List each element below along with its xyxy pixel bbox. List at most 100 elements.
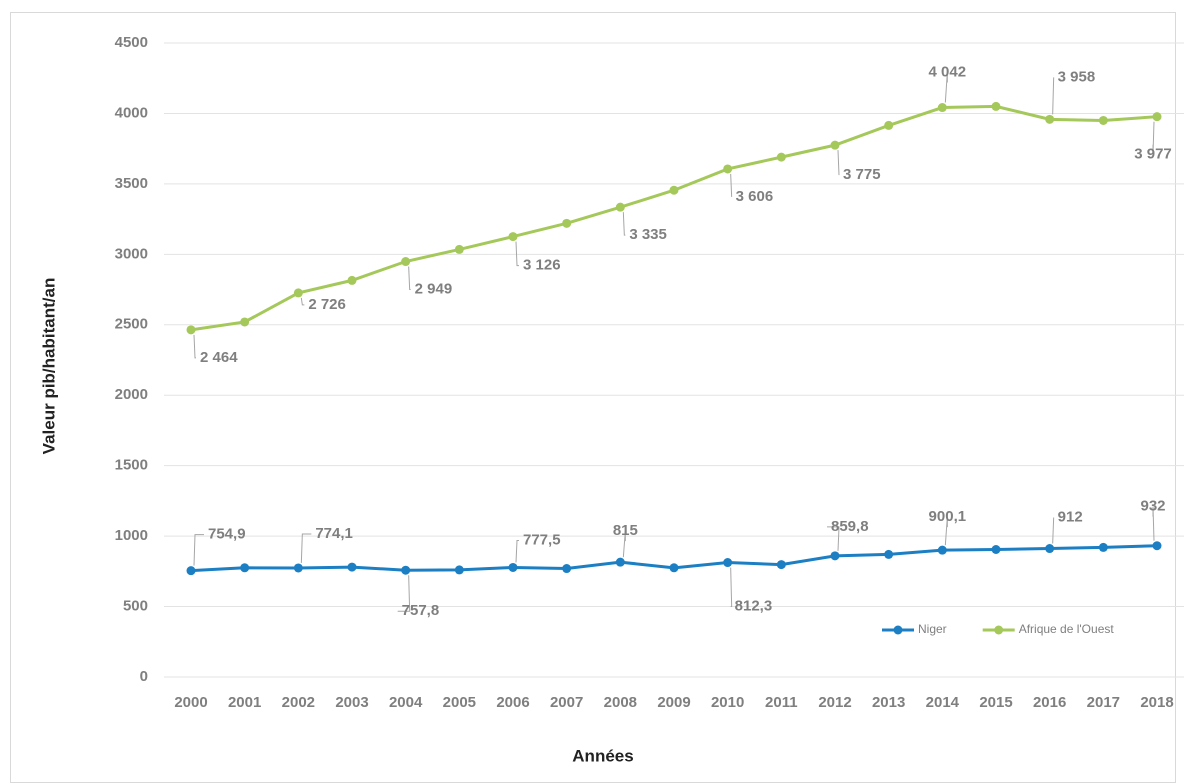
data-point [347, 562, 357, 572]
legend-marker [994, 625, 1004, 635]
x-tick-label: 2010 [711, 694, 744, 711]
leader-line [730, 567, 733, 608]
data-point [830, 551, 840, 561]
data-point [991, 544, 1001, 554]
y-tick-label: 3000 [115, 245, 148, 262]
leader-line [193, 534, 204, 566]
leader-line [1052, 517, 1055, 544]
data-point [884, 549, 894, 559]
data-label: 757,8 [402, 602, 440, 619]
data-point [293, 563, 303, 573]
y-tick-label: 0 [140, 668, 148, 685]
y-tick-label: 1500 [115, 457, 148, 474]
chart-frame [10, 12, 1176, 783]
data-point [776, 560, 786, 570]
data-label: 912 [1058, 508, 1083, 525]
leader-line [622, 212, 626, 236]
data-label: 754,9 [208, 526, 246, 543]
data-point [1098, 542, 1108, 552]
data-point [723, 558, 733, 568]
data-point [347, 275, 357, 285]
data-label: 3 977 [1134, 146, 1172, 163]
x-tick-label: 2012 [818, 694, 851, 711]
x-tick-label: 2014 [926, 694, 960, 711]
data-point [186, 325, 196, 335]
data-point [186, 566, 196, 576]
x-tick-label: 2009 [657, 694, 690, 711]
leader-line [397, 575, 411, 612]
leader-line [300, 297, 305, 306]
data-point [240, 317, 250, 327]
legend-label: Afrique de l'Ouest [1019, 622, 1115, 636]
data-point [776, 152, 786, 162]
leader-line [827, 526, 840, 551]
data-point [669, 563, 679, 573]
data-point [1045, 114, 1055, 124]
data-label: 932 [1140, 498, 1165, 515]
data-point [1098, 115, 1108, 125]
x-tick-label: 2017 [1087, 694, 1120, 711]
data-label: 900,1 [929, 508, 967, 525]
leader-line [300, 533, 312, 563]
data-point [401, 257, 411, 267]
leader-line [622, 531, 626, 558]
data-label: 3 335 [629, 226, 667, 243]
data-point [454, 565, 464, 575]
y-tick-label: 1000 [115, 527, 148, 544]
y-tick-label: 2000 [115, 386, 148, 403]
data-point [508, 232, 518, 242]
legend-label: Niger [918, 622, 947, 636]
x-tick-label: 2005 [443, 694, 476, 711]
x-tick-label: 2000 [174, 694, 207, 711]
leader-line [408, 266, 411, 291]
y-tick-label: 4000 [115, 104, 148, 121]
data-label: 3 775 [843, 166, 881, 183]
leader-line [730, 173, 733, 197]
data-point [454, 244, 464, 254]
x-tick-label: 2011 [765, 694, 798, 711]
x-tick-label: 2018 [1140, 694, 1173, 711]
leader-line [515, 241, 519, 267]
y-tick-label: 500 [123, 598, 148, 615]
x-axis-title: Années [572, 746, 633, 765]
data-point [401, 565, 411, 575]
data-point [562, 564, 572, 574]
x-tick-label: 2008 [604, 694, 637, 711]
leader-line [193, 334, 196, 359]
data-label: 777,5 [523, 531, 561, 548]
data-point [615, 202, 625, 212]
y-tick-label: 4500 [115, 34, 148, 51]
x-tick-label: 2006 [496, 694, 529, 711]
data-point [669, 185, 679, 195]
data-point [937, 103, 947, 113]
y-axis-title: Valeur pib/habitant/an [39, 278, 58, 455]
x-tick-label: 2002 [282, 694, 315, 711]
data-label: 859,8 [831, 518, 869, 535]
data-point [240, 563, 250, 573]
data-point [562, 218, 572, 228]
x-tick-label: 2013 [872, 694, 905, 711]
legend-marker [893, 625, 903, 635]
data-label: 2 949 [415, 280, 453, 297]
leader-line [837, 150, 840, 176]
data-point [991, 101, 1001, 111]
data-label: 3 606 [736, 188, 774, 205]
data-point [1045, 544, 1055, 554]
x-tick-label: 2003 [335, 694, 368, 711]
data-point [1152, 541, 1162, 551]
data-point [615, 557, 625, 567]
x-tick-label: 2007 [550, 694, 583, 711]
leader-line [515, 539, 519, 563]
data-point [937, 545, 947, 555]
data-point [1152, 112, 1162, 122]
leader-line [944, 517, 948, 546]
data-label: 4 042 [929, 63, 967, 80]
data-label: 2 464 [200, 349, 238, 366]
leader-line [1152, 506, 1155, 541]
data-label: 815 [613, 522, 638, 539]
data-point [884, 120, 894, 130]
x-tick-label: 2016 [1033, 694, 1066, 711]
data-point [293, 288, 303, 298]
x-tick-label: 2004 [389, 694, 423, 711]
